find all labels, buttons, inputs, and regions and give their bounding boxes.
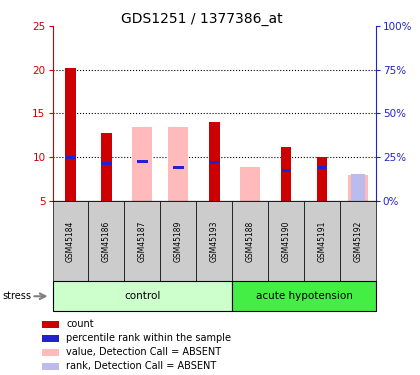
Text: acute hypotension: acute hypotension	[256, 291, 352, 301]
Text: stress: stress	[2, 291, 31, 301]
Bar	[65, 156, 76, 159]
Bar	[240, 166, 260, 201]
Bar	[281, 147, 291, 201]
Text: GSM45192: GSM45192	[354, 220, 362, 262]
Bar	[317, 157, 328, 201]
Bar	[65, 68, 76, 201]
Bar	[268, 201, 304, 281]
Bar	[52, 281, 232, 311]
Bar	[340, 201, 376, 281]
Text: GSM45187: GSM45187	[138, 220, 147, 262]
Bar	[168, 126, 188, 201]
Text: GSM45190: GSM45190	[281, 220, 291, 262]
Bar	[101, 133, 112, 201]
Text: GSM45184: GSM45184	[66, 220, 75, 262]
Bar	[132, 128, 152, 201]
Bar	[317, 166, 328, 169]
Bar	[124, 201, 160, 281]
Text: count: count	[66, 319, 94, 329]
Text: GSM45188: GSM45188	[246, 220, 255, 262]
Bar	[196, 201, 232, 281]
Text: control: control	[124, 291, 160, 301]
Bar	[232, 281, 376, 311]
Text: GSM45191: GSM45191	[318, 220, 326, 262]
Text: percentile rank within the sample: percentile rank within the sample	[66, 333, 231, 343]
Bar	[304, 201, 340, 281]
Bar	[42, 335, 59, 342]
Bar	[232, 201, 268, 281]
Bar	[173, 166, 184, 169]
Text: value, Detection Call = ABSENT: value, Detection Call = ABSENT	[66, 347, 221, 357]
Bar	[89, 201, 124, 281]
Bar	[42, 363, 59, 370]
Bar	[42, 349, 59, 355]
Text: GSM45186: GSM45186	[102, 220, 111, 262]
Bar	[101, 162, 112, 165]
Bar	[52, 201, 89, 281]
Bar	[281, 169, 291, 172]
Text: GSM45189: GSM45189	[174, 220, 183, 262]
Bar	[351, 174, 365, 201]
Bar	[137, 160, 148, 163]
Text: rank, Detection Call = ABSENT: rank, Detection Call = ABSENT	[66, 361, 216, 371]
Bar	[42, 321, 59, 328]
Bar	[209, 122, 220, 201]
Bar	[348, 176, 368, 201]
Text: GSM45193: GSM45193	[210, 220, 219, 262]
Bar	[209, 161, 220, 164]
Text: GDS1251 / 1377386_at: GDS1251 / 1377386_at	[121, 12, 282, 26]
Bar	[160, 201, 196, 281]
